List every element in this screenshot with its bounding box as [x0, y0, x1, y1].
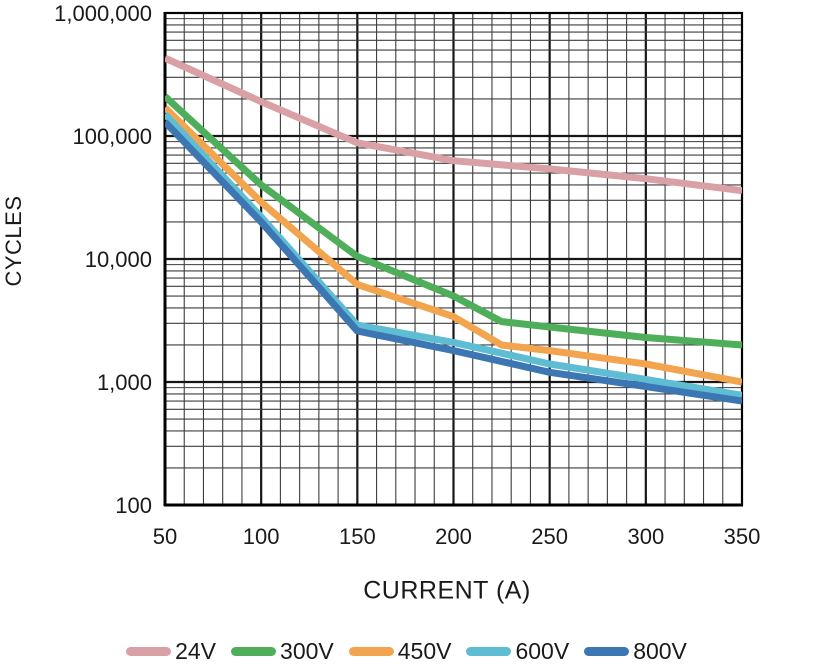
y-tick-label-1000: 1,000 [97, 370, 152, 395]
x-tick-label-300: 300 [627, 524, 664, 549]
legend-swatch-800v [584, 647, 630, 656]
x-tick-label-150: 150 [339, 524, 376, 549]
legend-swatch-450v [348, 647, 394, 656]
y-tick-label-10000: 10,000 [85, 247, 152, 272]
legend-swatch-600v [466, 647, 512, 656]
legend-item-300v: 300V [231, 638, 334, 665]
y-tick-label-100000: 100,000 [72, 124, 152, 149]
x-tick-label-350: 350 [724, 524, 761, 549]
legend-label-300v: 300V [280, 638, 334, 664]
legend-item-24v: 24V [126, 638, 216, 665]
legend-swatch-24v [126, 647, 172, 656]
legend: 24V 300V 450V 600V 800V [0, 638, 813, 665]
legend-item-800v: 800V [584, 638, 687, 665]
x-axis-title: CURRENT (A) [363, 576, 531, 605]
legend-label-450v: 450V [397, 638, 452, 664]
y-tick-label-100: 100 [115, 493, 152, 518]
series-line-24v [165, 54, 742, 195]
x-tick-label-50: 50 [153, 524, 177, 549]
x-tick-label-200: 200 [435, 524, 472, 549]
series-line-600v [165, 111, 742, 399]
legend-label-600v: 600V [515, 638, 570, 664]
legend-item-450v: 450V [348, 638, 452, 665]
legend-swatch-300v [231, 647, 277, 656]
legend-item-600v: 600V [466, 638, 569, 665]
series-line-300v [165, 93, 742, 349]
series-line-450v [165, 105, 742, 386]
legend-label-800v: 800V [633, 638, 687, 664]
legend-label-24v: 24V [175, 638, 217, 664]
series-line-800v [165, 119, 742, 405]
y-tick-label-1000000: 1,000,000 [54, 1, 152, 26]
x-tick-label-100: 100 [243, 524, 280, 549]
y-axis-title: CYCLES [1, 195, 26, 287]
x-tick-label-250: 250 [531, 524, 568, 549]
